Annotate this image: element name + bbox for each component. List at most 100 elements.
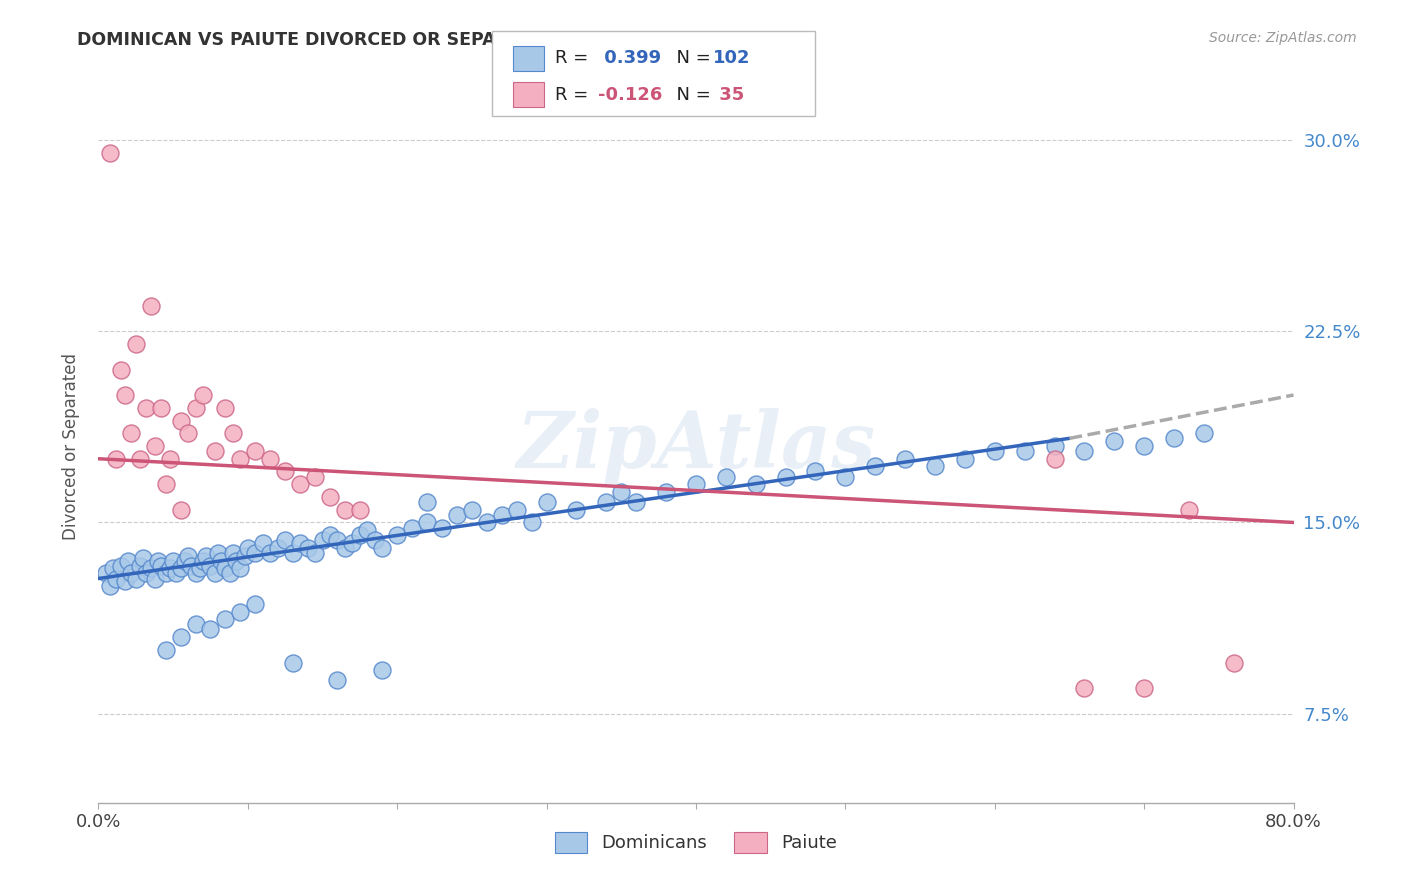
- Text: N =: N =: [665, 86, 717, 103]
- Point: [229, 451, 252, 466]
- Point: [319, 528, 342, 542]
- Point: [155, 643, 177, 657]
- Text: N =: N =: [665, 49, 717, 68]
- Point: [595, 495, 617, 509]
- Point: [304, 546, 326, 560]
- Point: [267, 541, 290, 555]
- Point: [775, 469, 797, 483]
- Text: R =: R =: [555, 86, 595, 103]
- Point: [1073, 444, 1095, 458]
- Point: [139, 299, 162, 313]
- Point: [174, 554, 197, 568]
- Point: [177, 426, 200, 441]
- Point: [281, 546, 304, 560]
- Point: [430, 520, 453, 534]
- Point: [204, 444, 226, 458]
- Point: [984, 444, 1007, 458]
- Point: [129, 451, 152, 466]
- Point: [162, 554, 184, 568]
- Point: [245, 546, 267, 560]
- Text: 0.399: 0.399: [598, 49, 661, 68]
- Point: [219, 566, 242, 581]
- Point: [155, 477, 177, 491]
- Point: [297, 541, 319, 555]
- Point: [319, 490, 342, 504]
- Point: [117, 554, 139, 568]
- Point: [155, 566, 177, 581]
- Point: [804, 465, 827, 479]
- Point: [120, 426, 142, 441]
- Point: [165, 566, 187, 581]
- Point: [233, 549, 256, 563]
- Point: [207, 546, 229, 560]
- Point: [1133, 439, 1156, 453]
- Point: [491, 508, 513, 522]
- Point: [274, 465, 297, 479]
- Point: [103, 561, 125, 575]
- Point: [135, 401, 157, 415]
- Point: [110, 362, 132, 376]
- Point: [105, 451, 128, 466]
- Point: [475, 516, 498, 530]
- Point: [195, 549, 218, 563]
- Point: [169, 502, 191, 516]
- Point: [371, 663, 394, 677]
- Point: [236, 541, 259, 555]
- Point: [1192, 426, 1215, 441]
- Point: [259, 451, 281, 466]
- Point: [894, 451, 917, 466]
- Point: [125, 337, 148, 351]
- Point: [274, 533, 297, 548]
- Point: [214, 401, 236, 415]
- Point: [953, 451, 976, 466]
- Point: [536, 495, 558, 509]
- Point: [1073, 681, 1095, 695]
- Point: [1163, 431, 1185, 445]
- Point: [714, 469, 737, 483]
- Point: [1043, 451, 1066, 466]
- Point: [191, 388, 214, 402]
- Point: [745, 477, 768, 491]
- Point: [229, 605, 252, 619]
- Point: [1104, 434, 1126, 448]
- Point: [132, 551, 155, 566]
- Point: [105, 572, 128, 586]
- Point: [98, 145, 122, 160]
- Point: [184, 617, 207, 632]
- Point: [655, 484, 678, 499]
- Point: [159, 561, 181, 575]
- Point: [148, 554, 170, 568]
- Point: [865, 459, 887, 474]
- Point: [333, 502, 356, 516]
- Point: [288, 536, 311, 550]
- Point: [446, 508, 468, 522]
- Point: [326, 533, 349, 548]
- Point: [333, 541, 356, 555]
- Point: [110, 558, 132, 573]
- Point: [245, 597, 267, 611]
- Point: [184, 566, 207, 581]
- Point: [288, 477, 311, 491]
- Point: [610, 484, 633, 499]
- Point: [98, 579, 122, 593]
- Point: [150, 558, 173, 573]
- Point: [1223, 656, 1246, 670]
- Point: [565, 502, 588, 516]
- Point: [114, 574, 136, 588]
- Point: [259, 546, 281, 560]
- Point: [135, 566, 157, 581]
- Point: [180, 558, 202, 573]
- Text: DOMINICAN VS PAIUTE DIVORCED OR SEPARATED CORRELATION CHART: DOMINICAN VS PAIUTE DIVORCED OR SEPARATE…: [77, 31, 775, 49]
- Point: [94, 566, 117, 581]
- Y-axis label: Divorced or Separated: Divorced or Separated: [62, 352, 80, 540]
- Point: [229, 561, 252, 575]
- Text: R =: R =: [555, 49, 595, 68]
- Point: [177, 549, 200, 563]
- Point: [342, 536, 364, 550]
- Point: [143, 439, 166, 453]
- Point: [169, 413, 191, 427]
- Point: [385, 528, 409, 542]
- Point: [200, 558, 222, 573]
- Point: [169, 630, 191, 644]
- Text: Source: ZipAtlas.com: Source: ZipAtlas.com: [1209, 31, 1357, 45]
